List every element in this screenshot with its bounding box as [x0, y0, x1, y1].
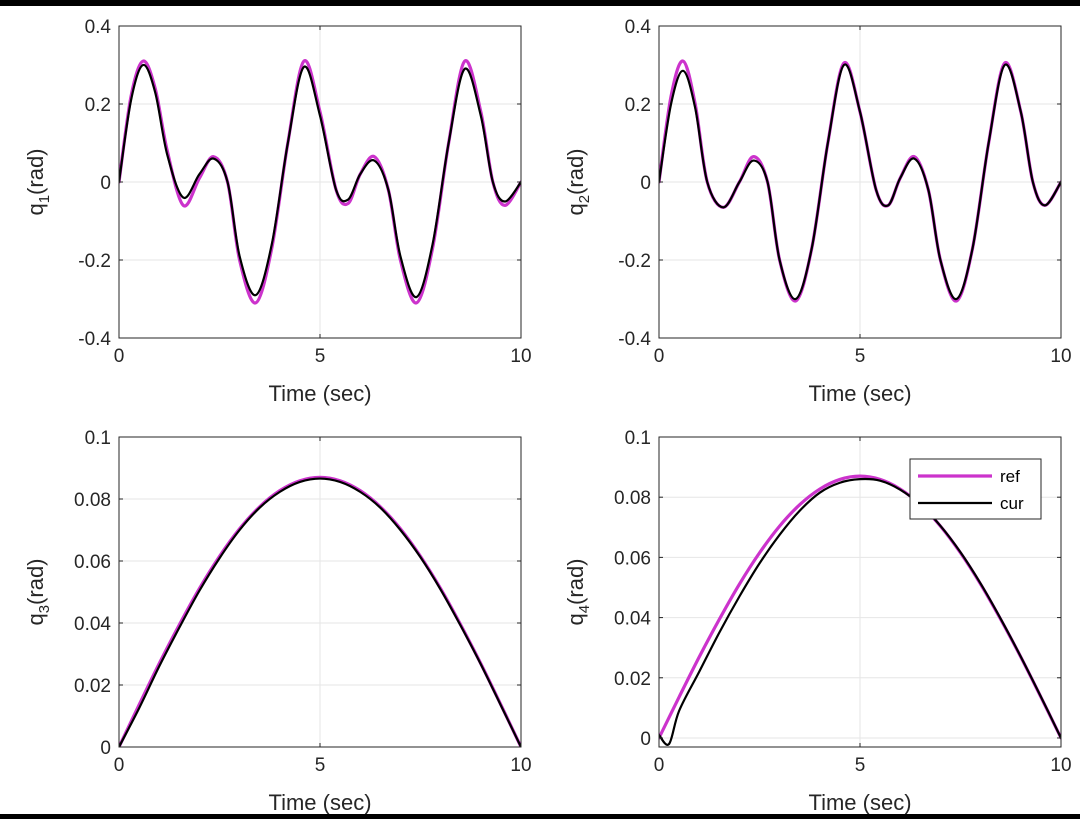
legend-box [909, 458, 1042, 520]
y-tick-label: -0.4 [78, 329, 111, 350]
y-label-unit: (rad) [563, 558, 588, 604]
y-label-base: q [23, 613, 48, 625]
series-group [119, 59, 521, 305]
x-tick-label: 0 [114, 755, 125, 776]
subplot-q4: 0 5 10 0 0.02 0.04 0.06 0.08 0.1 Time (sec) q4(rad… [563, 428, 1072, 814]
y-tick-label: 0.2 [625, 95, 651, 116]
subplot-q3: 0 5 10 0 0.02 0.04 0.06 0.08 0.1 Time (sec) q3(rad… [23, 428, 532, 814]
series-group [659, 59, 1061, 303]
subplot-q2: 0 5 10 -0.4 -0.2 0 0.2 0.4 Time (sec) q2(rad) [563, 17, 1072, 406]
y-axis-label: q4(rad) [563, 558, 593, 625]
series-group [119, 475, 521, 747]
x-tick-label: 5 [315, 346, 326, 367]
x-axis-label: Time (sec) [268, 381, 371, 406]
x-axis-label: Time (sec) [808, 381, 911, 406]
x-tick-label: 10 [1050, 755, 1071, 776]
legend-label-cur: cur [1000, 494, 1024, 513]
y-label-unit: (rad) [23, 148, 48, 194]
series-line-cur [119, 477, 521, 747]
y-tick-label: 0.4 [625, 17, 652, 38]
series-line-cur [659, 63, 1061, 301]
y-tick-label: 0.1 [85, 428, 111, 449]
x-tick-label: 0 [654, 755, 665, 776]
y-tick-label: 0 [100, 738, 111, 759]
y-tick-label: 0.04 [74, 614, 111, 635]
y-label-base: q [563, 203, 588, 215]
y-axis-label: q2(rad) [563, 148, 593, 215]
x-tick-label: 0 [654, 346, 665, 367]
y-label-base: q [23, 203, 48, 215]
x-tick-label: 10 [510, 755, 531, 776]
legend: ref cur [909, 458, 1042, 520]
x-axis-label: Time (sec) [268, 790, 371, 814]
y-tick-label: 0 [640, 729, 651, 750]
y-tick-label: -0.2 [618, 251, 651, 272]
y-tick-label: 0.1 [625, 428, 651, 449]
x-tick-label: 10 [510, 346, 531, 367]
y-tick-label: 0.4 [85, 17, 112, 38]
x-tick-label: 5 [315, 755, 326, 776]
series-group [659, 474, 1061, 746]
y-axis-label: q3(rad) [23, 558, 53, 625]
y-tick-label: 0.02 [614, 669, 651, 690]
x-tick-label: 5 [855, 755, 866, 776]
x-axis-label: Time (sec) [808, 790, 911, 814]
x-tick-label: 5 [855, 346, 866, 367]
series-line-cur [119, 63, 521, 299]
y-tick-label: -0.2 [78, 251, 111, 272]
y-label-subscript: 4 [576, 605, 593, 613]
y-tick-label: 0.06 [74, 552, 111, 573]
series-line-cur [659, 477, 1061, 746]
x-tick-label: 0 [114, 346, 125, 367]
y-label-unit: (rad) [563, 148, 588, 194]
y-tick-label: 0.2 [85, 95, 111, 116]
y-tick-label: 0.04 [614, 609, 651, 630]
legend-label-ref: ref [1000, 467, 1020, 486]
y-axis-label: q1(rad) [23, 148, 53, 215]
y-label-subscript: 3 [36, 605, 53, 613]
y-tick-label: 0.02 [74, 676, 111, 697]
y-label-unit: (rad) [23, 558, 48, 604]
figure: 0 5 10 -0.4 -0.2 0 0.2 0.4 Time (sec) q1(rad) 0 5 10… [0, 6, 1080, 814]
y-label-subscript: 2 [576, 195, 593, 203]
y-tick-label: 0 [640, 173, 651, 194]
y-tick-label: 0.08 [74, 490, 111, 511]
y-label-base: q [563, 613, 588, 625]
x-tick-label: 10 [1050, 346, 1071, 367]
subplot-q1: 0 5 10 -0.4 -0.2 0 0.2 0.4 Time (sec) q1(rad) [23, 17, 532, 406]
y-tick-label: 0.08 [614, 488, 651, 509]
y-tick-label: 0 [100, 173, 111, 194]
y-label-subscript: 1 [36, 195, 53, 203]
y-tick-label: 0.06 [614, 548, 651, 569]
y-tick-label: -0.4 [618, 329, 651, 350]
